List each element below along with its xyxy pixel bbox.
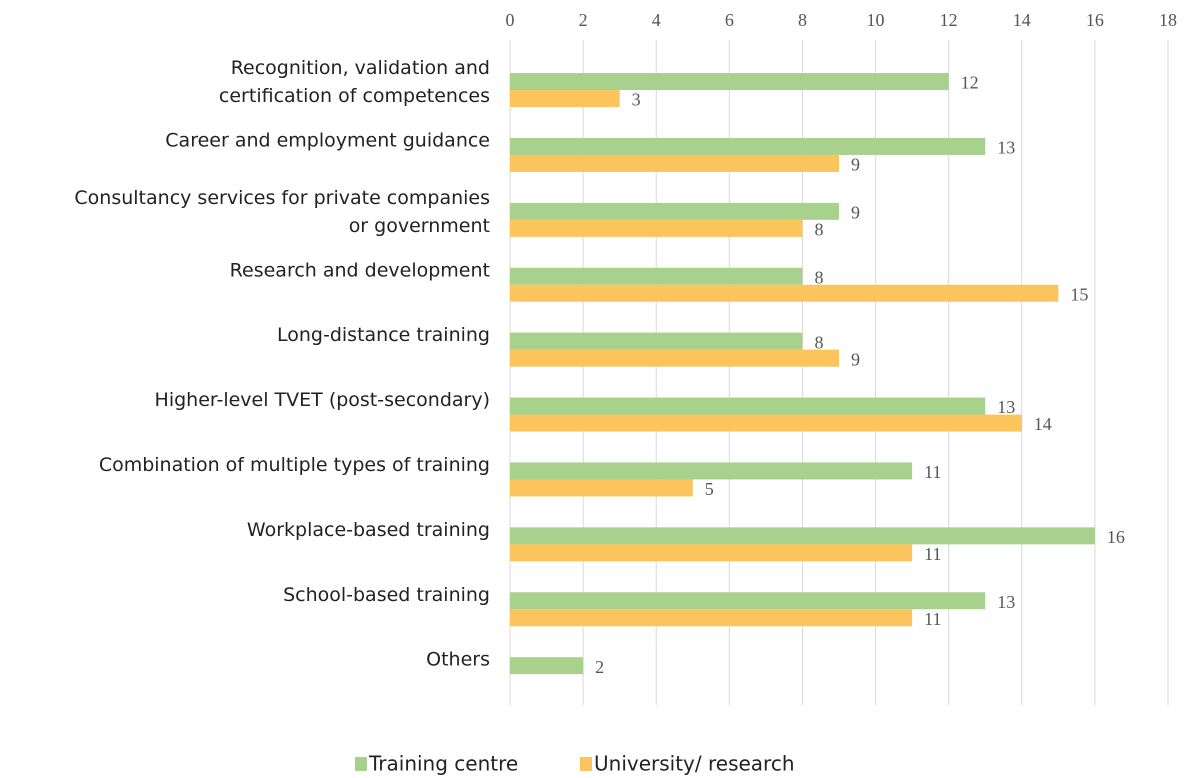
bar [510,462,913,480]
value-label: 12 [961,73,979,93]
value-label: 11 [924,544,941,564]
x-tick-label: 8 [798,10,807,30]
bar [510,657,584,675]
bar [510,544,913,562]
value-label: 9 [851,155,860,175]
x-tick-label: 16 [1086,10,1104,30]
x-tick-label: 6 [725,10,734,30]
value-label: 13 [997,592,1015,612]
value-label: 11 [924,462,941,482]
category-label: Long-distance training [277,324,490,346]
bar [510,414,1022,432]
value-label: 14 [1034,414,1052,434]
value-label: 13 [997,397,1015,417]
category-label: Combination of multiple types of trainin… [99,454,490,476]
value-label: 16 [1107,527,1125,547]
bar [510,479,693,497]
value-label: 2 [595,657,604,677]
x-tick-label: 14 [1013,10,1031,30]
bar [510,137,986,155]
category-label: Higher-level TVET (post-secondary) [155,389,490,411]
value-label: 8 [814,332,823,352]
x-tick-label: 18 [1159,10,1177,30]
bar [510,349,839,367]
value-label: 8 [814,267,823,287]
legend-label: University/ research [594,752,795,776]
bar [510,527,1095,545]
x-tick-label: 2 [579,10,588,30]
legend-swatch [580,757,592,771]
x-tick-label: 0 [506,10,515,30]
category-label: Research and development [230,259,490,281]
value-label: 13 [997,138,1015,158]
x-tick-label: 12 [940,10,958,30]
category-label-line: or government [349,214,490,236]
bar [510,397,986,415]
bar [510,609,913,627]
category-label-line: Recognition, validation and [231,57,490,79]
bar [510,202,839,220]
legend-label: Training centre [368,752,518,776]
category-label-line: Consultancy services for private compani… [74,186,490,208]
bar [510,219,803,237]
category-label-line: certification of competences [219,85,490,107]
category-label: Others [426,649,490,671]
value-label: 15 [1070,284,1088,304]
value-label: 5 [705,479,714,499]
bar [510,154,839,172]
category-label: Career and employment guidance [165,129,490,151]
value-label: 11 [924,609,941,629]
category-label: Workplace-based training [247,519,490,541]
bar [510,73,949,91]
category-label: Recognition, validation and certification… [219,57,490,107]
bar [510,267,803,285]
value-label: 3 [632,90,641,110]
legend-swatch [355,757,367,771]
bar [510,284,1059,302]
value-label: 9 [851,202,860,222]
bar [510,592,986,610]
value-label: 9 [851,349,860,369]
x-tick-label: 10 [867,10,885,30]
category-label: School-based training [283,584,490,606]
x-tick-label: 4 [652,10,661,30]
bar [510,332,803,350]
bar [510,90,620,108]
value-label: 8 [814,219,823,239]
category-label: Consultancy services for private compani… [74,186,490,236]
